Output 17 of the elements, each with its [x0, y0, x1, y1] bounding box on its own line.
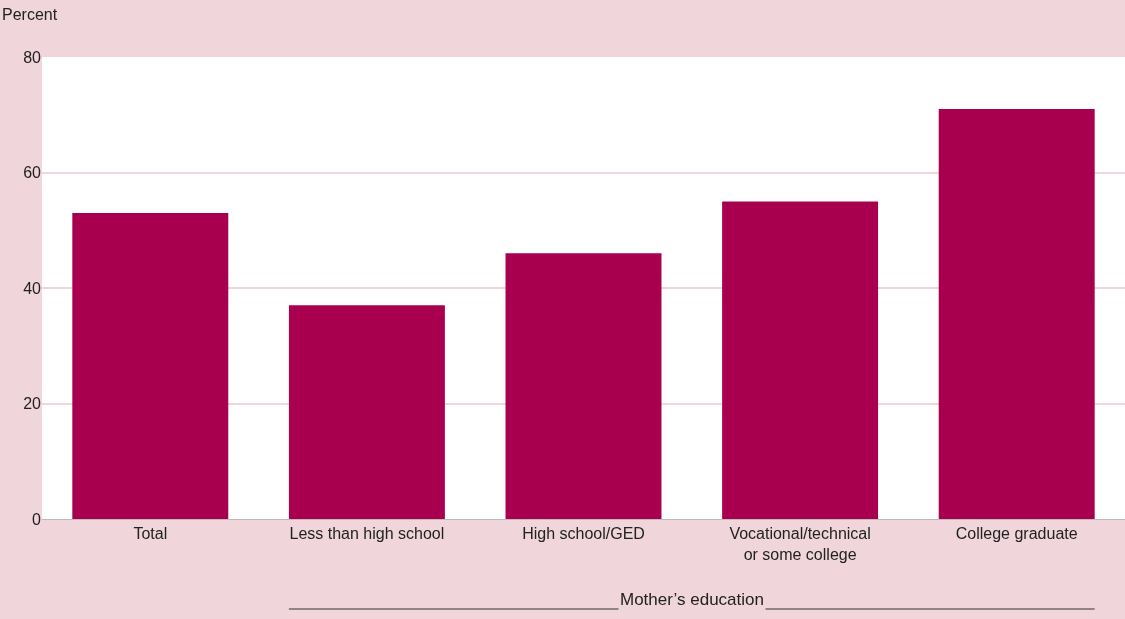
x-tick-label: Less than high school [289, 525, 445, 543]
bar [722, 201, 879, 519]
y-tick-label: 0 [32, 510, 42, 528]
bar [505, 253, 662, 519]
bar [938, 108, 1095, 519]
x-tick-label: College graduate [955, 525, 1078, 543]
x-axis-title: Mother’s education [620, 590, 764, 609]
bar [288, 305, 445, 519]
y-tick-label: 20 [23, 395, 42, 413]
y-tick-label: 60 [23, 164, 42, 182]
x-tick-label: Vocational/technical or some college [729, 525, 871, 563]
y-tick-label: 80 [23, 48, 42, 66]
x-tick-label: Total [133, 525, 168, 543]
y-tick-label: 40 [23, 279, 42, 297]
bar [72, 212, 229, 519]
y-axis-title: Percent [2, 6, 58, 23]
x-tick-label: High school/GED [522, 525, 645, 543]
